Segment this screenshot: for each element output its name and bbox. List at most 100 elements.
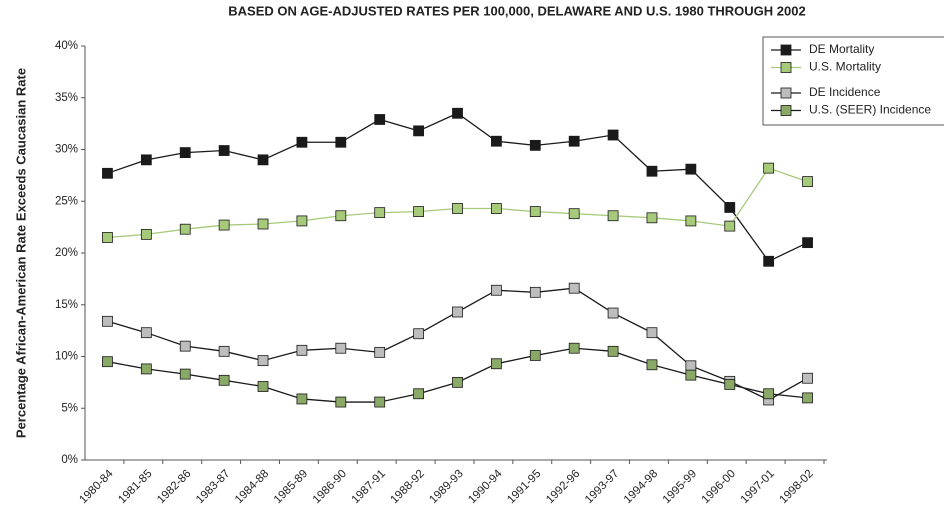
- data-point: [452, 306, 463, 318]
- data-point: [802, 392, 813, 404]
- data-point: [179, 368, 191, 380]
- data-point: [724, 220, 736, 232]
- x-tick-label: 1981-85: [116, 468, 154, 506]
- data-point: [802, 176, 813, 187]
- data-point: [646, 327, 658, 339]
- chart-title: BASED ON AGE-ADJUSTED RATES PER 100,000,…: [228, 3, 805, 18]
- legend-marker: [780, 44, 792, 56]
- data-point: [413, 328, 425, 340]
- data-point: [218, 345, 230, 357]
- x-tick-label: 1984-88: [233, 468, 271, 506]
- x-tick-label: 1996-00: [700, 468, 738, 506]
- data-point: [374, 396, 386, 408]
- data-point: [335, 396, 347, 408]
- data-point: [607, 345, 619, 357]
- x-tick-label: 1985-89: [272, 468, 310, 506]
- x-tick-label: 1990-94: [466, 467, 505, 506]
- data-point: [452, 107, 463, 119]
- y-tick-label: 5%: [61, 402, 78, 414]
- data-point: [763, 255, 775, 267]
- y-tick-label: 30%: [55, 144, 78, 156]
- data-point: [452, 203, 463, 214]
- data-point: [724, 379, 736, 390]
- data-point: [763, 162, 775, 174]
- data-point: [102, 232, 113, 243]
- data-point: [218, 145, 230, 156]
- data-point: [529, 350, 541, 361]
- data-point: [607, 129, 619, 141]
- data-point: [568, 208, 580, 220]
- data-point: [413, 206, 425, 218]
- data-point: [685, 369, 697, 381]
- x-tick-label: 1995-99: [661, 468, 699, 506]
- data-point: [685, 163, 697, 175]
- data-point: [102, 356, 113, 368]
- y-axis-label: Percentage African-American Rate Exceeds…: [13, 68, 28, 438]
- x-tick-label: 1986-90: [311, 468, 349, 506]
- data-point: [490, 203, 502, 214]
- x-tick-label: 1992-96: [544, 468, 582, 506]
- data-point: [102, 315, 113, 327]
- data-point: [413, 388, 425, 400]
- x-tick-label: 1997-01: [739, 468, 777, 506]
- data-point: [802, 372, 813, 384]
- series-line: [107, 112, 808, 263]
- data-point: [529, 286, 541, 298]
- series-line: [107, 167, 808, 239]
- data-point: [335, 210, 347, 222]
- legend-marker: [780, 87, 792, 99]
- x-tick-label: 1988-92: [389, 468, 427, 506]
- data-point: [490, 358, 502, 370]
- legend-marker: [780, 62, 792, 73]
- data-point: [374, 346, 386, 358]
- data-point: [452, 376, 463, 388]
- data-point: [296, 344, 308, 356]
- y-tick-label: 15%: [55, 299, 78, 311]
- data-point: [257, 355, 269, 367]
- data-point: [257, 381, 269, 392]
- y-tick-label: 25%: [55, 195, 78, 207]
- data-point: [218, 219, 230, 231]
- x-tick-label: 1980-84: [77, 467, 116, 506]
- data-point: [607, 210, 619, 222]
- x-tick-label: 1982-86: [155, 468, 193, 506]
- data-point: [802, 237, 813, 249]
- y-tick-label: 10%: [55, 351, 78, 363]
- legend-label: DE Incidence: [809, 85, 881, 99]
- data-point: [140, 363, 152, 375]
- data-point: [218, 374, 230, 386]
- data-point: [296, 136, 308, 148]
- x-tick-label: 1987-91: [350, 468, 388, 506]
- series-line: [107, 347, 808, 403]
- data-point: [413, 125, 425, 137]
- data-point: [140, 228, 152, 240]
- data-point: [296, 215, 308, 227]
- data-point: [179, 223, 191, 235]
- data-point: [335, 136, 347, 148]
- data-point: [724, 202, 736, 213]
- data-point: [490, 284, 502, 296]
- data-point: [685, 360, 697, 372]
- data-point: [568, 342, 580, 354]
- legend-marker: [780, 105, 792, 116]
- data-point: [257, 218, 269, 230]
- data-point: [646, 165, 658, 177]
- x-tick-label: 1983-87: [194, 468, 232, 506]
- legend-label: DE Mortality: [809, 42, 874, 56]
- data-point: [257, 154, 269, 166]
- data-point: [646, 212, 658, 224]
- data-point: [490, 135, 502, 147]
- data-point: [568, 282, 580, 294]
- x-tick-label: 1994-98: [622, 468, 660, 506]
- data-point: [296, 393, 308, 405]
- x-tick-label: 1989-93: [427, 468, 465, 506]
- data-point: [102, 167, 113, 179]
- data-point: [179, 340, 191, 352]
- data-point: [646, 359, 658, 371]
- data-point: [140, 327, 152, 339]
- data-point: [179, 147, 191, 159]
- data-point: [335, 342, 347, 354]
- y-tick-label: 20%: [55, 247, 78, 259]
- legend-label: U.S. (SEER) Incidence: [809, 103, 931, 117]
